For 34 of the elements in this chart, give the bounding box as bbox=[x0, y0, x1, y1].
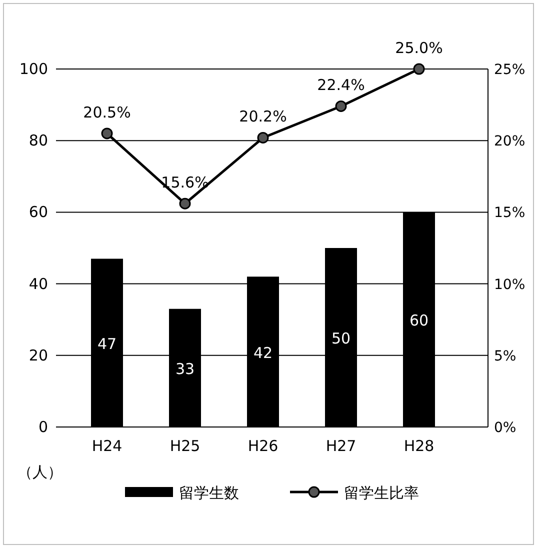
y2-tick-label: 20% bbox=[494, 134, 526, 150]
y-tick-label: 80 bbox=[28, 132, 48, 150]
y-axis-title: （人） bbox=[18, 463, 62, 481]
y-tick-label: 60 bbox=[28, 203, 48, 222]
y-tick-label: 0 bbox=[38, 418, 48, 436]
data-label: 47 bbox=[97, 334, 117, 353]
y2-tick-label: 10% bbox=[494, 276, 526, 293]
y2-tick-label: 15% bbox=[494, 205, 526, 222]
y-tick-label: 100 bbox=[19, 60, 48, 78]
point bbox=[101, 128, 113, 140]
data-label: 50 bbox=[331, 330, 351, 348]
legend-label: 留学生数 bbox=[179, 484, 239, 502]
data-label: 60 bbox=[409, 312, 429, 330]
y-tick-label: 40 bbox=[28, 274, 48, 293]
point bbox=[257, 132, 269, 144]
y-tick-label: 20 bbox=[28, 346, 48, 364]
x-tick-label: H24 bbox=[92, 437, 122, 455]
point bbox=[335, 100, 347, 112]
data-label: 33 bbox=[175, 360, 195, 378]
y2-tick-label: 5% bbox=[494, 348, 516, 364]
data-label: 20.2% bbox=[239, 108, 287, 126]
x-tick-label: H26 bbox=[248, 437, 278, 455]
data-label: 22.4% bbox=[317, 76, 365, 94]
point bbox=[413, 63, 425, 75]
x-tick-label: H28 bbox=[404, 437, 434, 455]
data-label: 25.0% bbox=[395, 39, 443, 57]
y2-tick-label: 0% bbox=[494, 420, 516, 436]
point bbox=[179, 198, 191, 210]
data-label: 20.5% bbox=[83, 103, 131, 122]
y2-tick-label: 25% bbox=[494, 62, 526, 78]
data-label: 42 bbox=[253, 344, 273, 362]
legend-label: 留学生比率 bbox=[344, 484, 419, 502]
x-tick-label: H27 bbox=[326, 437, 356, 455]
x-tick-label: H25 bbox=[170, 437, 200, 455]
